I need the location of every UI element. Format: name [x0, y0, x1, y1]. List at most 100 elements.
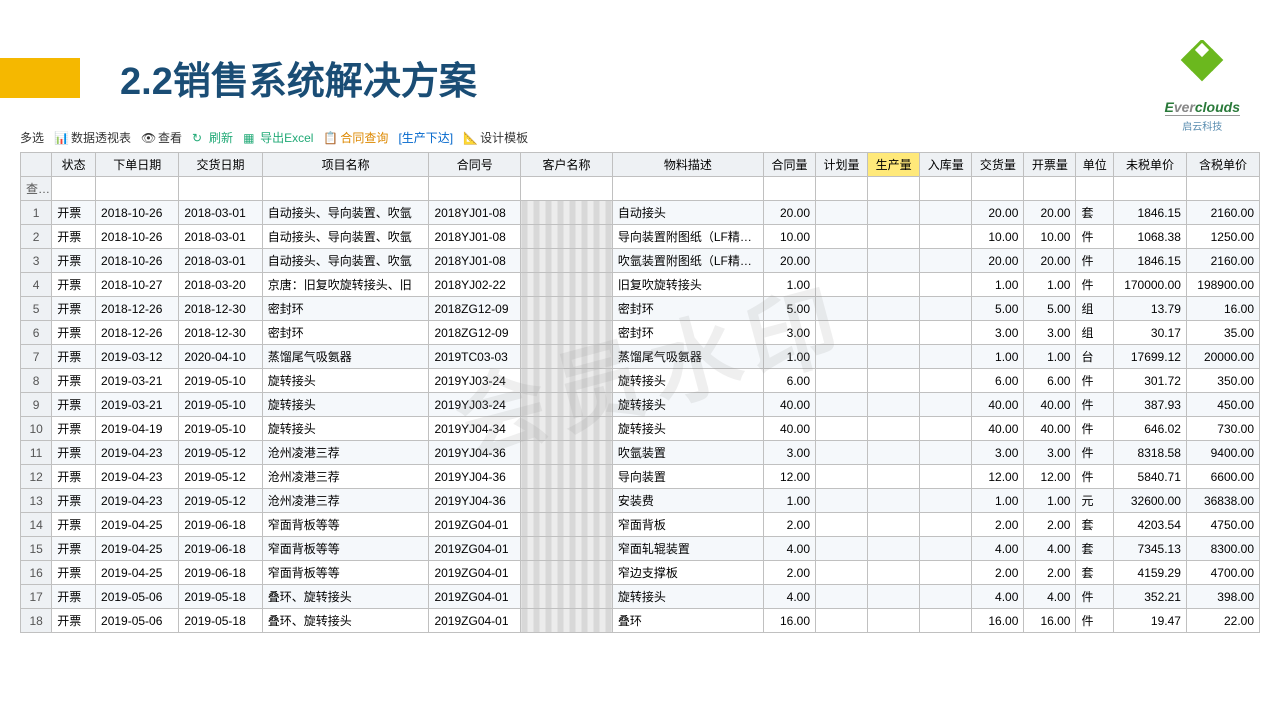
view-button[interactable]: 👁查看: [141, 129, 182, 146]
design-template-button[interactable]: 📐设计模板: [463, 129, 528, 146]
col-rownum[interactable]: [21, 153, 52, 177]
cell-material: 吹氩装置附图纸（LF精炼炉、: [612, 249, 763, 273]
cell-prod-qty: [868, 465, 920, 489]
cell-status: 开票: [52, 537, 96, 561]
cell-invoice-qty: 20.00: [1024, 249, 1076, 273]
col-delivery-date[interactable]: 交货日期: [179, 153, 262, 177]
refresh-button[interactable]: ↻刷新: [192, 129, 233, 146]
cell-contract-qty: 16.00: [763, 609, 815, 633]
col-project[interactable]: 项目名称: [262, 153, 429, 177]
cell-ship-qty: 1.00: [972, 273, 1024, 297]
col-order-date[interactable]: 下单日期: [96, 153, 179, 177]
cell-material: 叠环: [612, 609, 763, 633]
table-row[interactable]: 7开票2019-03-122020-04-10蒸馏尾气吸氨器2019TC03-0…: [21, 345, 1260, 369]
contract-query-button[interactable]: 📋合同查询: [323, 129, 388, 146]
cell-prod-qty: [868, 225, 920, 249]
table-row[interactable]: 15开票2019-04-252019-06-18窄面背板等等2019ZG04-0…: [21, 537, 1260, 561]
cell-price-notax: 301.72: [1113, 369, 1186, 393]
table-row[interactable]: 18开票2019-05-062019-05-18叠环、旋转接头2019ZG04-…: [21, 609, 1260, 633]
cell-delivery-date: 2019-06-18: [179, 537, 262, 561]
cell-invoice-qty: 20.00: [1024, 201, 1076, 225]
cell-unit: 组: [1076, 297, 1114, 321]
cell-order-date: 2018-10-26: [96, 225, 179, 249]
col-contract-no[interactable]: 合同号: [429, 153, 521, 177]
cell-order-date: 2019-04-23: [96, 489, 179, 513]
refresh-label: 刷新: [209, 129, 233, 146]
row-num: 13: [21, 489, 52, 513]
cell-invoice-qty: 3.00: [1024, 441, 1076, 465]
cell-plan-qty: [816, 273, 868, 297]
cell-unit: 台: [1076, 345, 1114, 369]
cell-order-date: 2019-03-21: [96, 393, 179, 417]
cell-status: 开票: [52, 489, 96, 513]
col-material[interactable]: 物料描述: [612, 153, 763, 177]
cell-plan-qty: [816, 489, 868, 513]
export-excel-button[interactable]: ▦导出Excel: [243, 129, 313, 146]
cell-prod-qty: [868, 609, 920, 633]
cell-contract-qty: 20.00: [763, 249, 815, 273]
cell-unit: 件: [1076, 441, 1114, 465]
table-row[interactable]: 9开票2019-03-212019-05-10旋转接头2019YJ03-24旋转…: [21, 393, 1260, 417]
table-row[interactable]: 16开票2019-04-252019-06-18窄面背板等等2019ZG04-0…: [21, 561, 1260, 585]
contract-label: 合同查询: [340, 129, 388, 146]
col-price-notax[interactable]: 未税单价: [1113, 153, 1186, 177]
table-row[interactable]: 2开票2018-10-262018-03-01自动接头、导向装置、吹氩2018Y…: [21, 225, 1260, 249]
query-row[interactable]: 查询: [21, 177, 1260, 201]
col-ship-qty[interactable]: 交货量: [972, 153, 1024, 177]
cell-order-date: 2019-03-12: [96, 345, 179, 369]
cell-contract-no: 2019YJ03-24: [429, 393, 521, 417]
table-row[interactable]: 10开票2019-04-192019-05-10旋转接头2019YJ04-34旋…: [21, 417, 1260, 441]
table-row[interactable]: 6开票2018-12-262018-12-30密封环2018ZG12-09密封环…: [21, 321, 1260, 345]
cell-ship-qty: 3.00: [972, 321, 1024, 345]
table-row[interactable]: 17开票2019-05-062019-05-18叠环、旋转接头2019ZG04-…: [21, 585, 1260, 609]
cell-plan-qty: [816, 441, 868, 465]
cell-plan-qty: [816, 561, 868, 585]
col-unit[interactable]: 单位: [1076, 153, 1114, 177]
col-customer[interactable]: 客户名称: [521, 153, 613, 177]
cell-invoice-qty: 5.00: [1024, 297, 1076, 321]
pivot-button[interactable]: 📊数据透视表: [54, 129, 131, 146]
col-contract-qty[interactable]: 合同量: [763, 153, 815, 177]
cell-status: 开票: [52, 321, 96, 345]
cell-order-date: 2019-04-23: [96, 441, 179, 465]
col-price-tax[interactable]: 含税单价: [1186, 153, 1259, 177]
col-plan-qty[interactable]: 计划量: [816, 153, 868, 177]
table-row[interactable]: 3开票2018-10-262018-03-01自动接头、导向装置、吹氩2018Y…: [21, 249, 1260, 273]
row-num: 4: [21, 273, 52, 297]
col-stock-qty[interactable]: 入库量: [920, 153, 972, 177]
cell-material: 导向装置: [612, 465, 763, 489]
cell-stock-qty: [920, 201, 972, 225]
cell-delivery-date: 2019-06-18: [179, 561, 262, 585]
table-body: 查询 1开票2018-10-262018-03-01自动接头、导向装置、吹氩20…: [21, 177, 1260, 633]
cell-customer: [521, 393, 613, 417]
cell-stock-qty: [920, 273, 972, 297]
col-prod-qty[interactable]: 生产量: [868, 153, 920, 177]
cell-unit: 组: [1076, 321, 1114, 345]
cell-unit: 件: [1076, 273, 1114, 297]
table-row[interactable]: 8开票2019-03-212019-05-10旋转接头2019YJ03-24旋转…: [21, 369, 1260, 393]
table-row[interactable]: 14开票2019-04-252019-06-18窄面背板等等2019ZG04-0…: [21, 513, 1260, 537]
toolbar: 多选 📊数据透视表 👁查看 ↻刷新 ▦导出Excel 📋合同查询 [生产下达] …: [20, 125, 1260, 152]
export-label: 导出Excel: [260, 129, 313, 146]
table-row[interactable]: 5开票2018-12-262018-12-30密封环2018ZG12-09密封环…: [21, 297, 1260, 321]
cell-material: 窄边支撑板: [612, 561, 763, 585]
table-row[interactable]: 12开票2019-04-232019-05-12沧州凌港三荐2019YJ04-3…: [21, 465, 1260, 489]
production-link[interactable]: [生产下达]: [398, 129, 453, 146]
cell-stock-qty: [920, 465, 972, 489]
table-row[interactable]: 1开票2018-10-262018-03-01自动接头、导向装置、吹氩2018Y…: [21, 201, 1260, 225]
cell-contract-qty: 12.00: [763, 465, 815, 489]
table-row[interactable]: 11开票2019-04-232019-05-12沧州凌港三荐2019YJ04-3…: [21, 441, 1260, 465]
cell-contract-qty: 2.00: [763, 561, 815, 585]
cell-delivery-date: 2018-03-01: [179, 201, 262, 225]
cell-contract-no: 2019TC03-03: [429, 345, 521, 369]
table-row[interactable]: 13开票2019-04-232019-05-12沧州凌港三荐2019YJ04-3…: [21, 489, 1260, 513]
cell-price-notax: 5840.71: [1113, 465, 1186, 489]
cell-stock-qty: [920, 609, 972, 633]
multi-select-button[interactable]: 多选: [20, 129, 44, 146]
cell-price-tax: 198900.00: [1186, 273, 1259, 297]
cell-delivery-date: 2019-05-18: [179, 585, 262, 609]
table-row[interactable]: 4开票2018-10-272018-03-20京唐：旧复吹旋转接头、旧2018Y…: [21, 273, 1260, 297]
cell-project: 窄面背板等等: [262, 513, 429, 537]
col-invoice-qty[interactable]: 开票量: [1024, 153, 1076, 177]
col-status[interactable]: 状态: [52, 153, 96, 177]
